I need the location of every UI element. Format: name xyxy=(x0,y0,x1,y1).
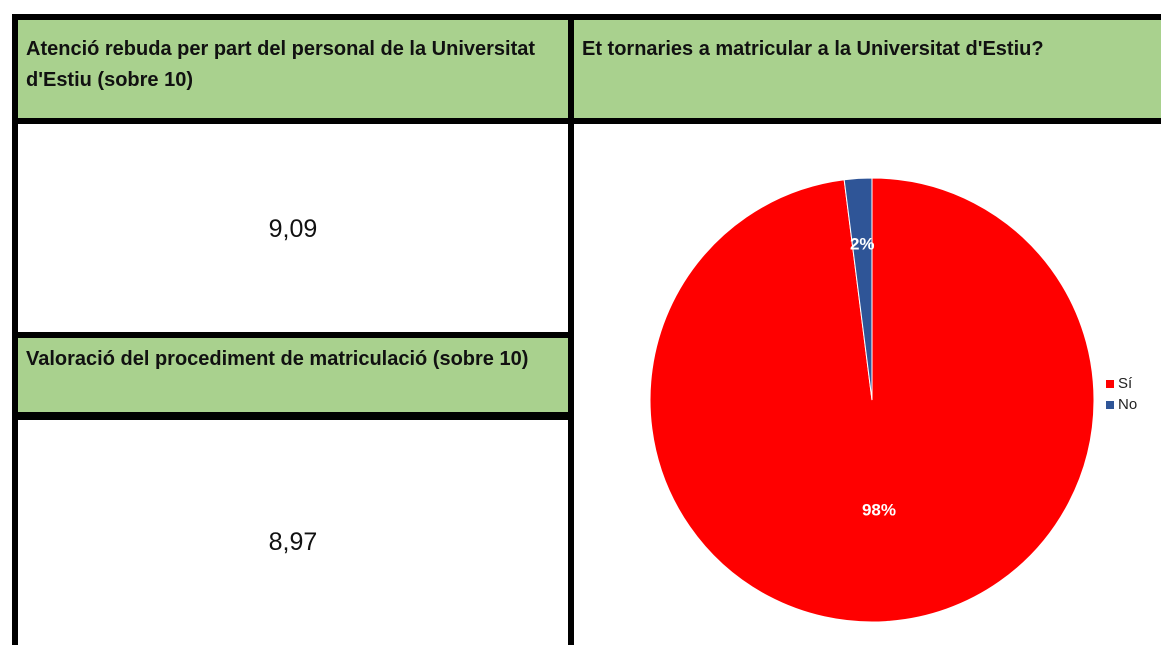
border xyxy=(12,412,574,420)
border xyxy=(12,14,1161,20)
data-label: 2% xyxy=(850,234,875,253)
border xyxy=(12,332,574,338)
data-label: 98% xyxy=(862,500,896,519)
pie-slice xyxy=(843,177,873,401)
section-value: 8,97 xyxy=(268,528,318,556)
legend-label: Sí xyxy=(1118,375,1133,392)
border xyxy=(12,14,18,645)
section-title: Valoració del procediment de matriculaci… xyxy=(18,338,568,412)
section-title: Atenció rebuda per part del personal de … xyxy=(18,20,568,118)
section-value: 9,09 xyxy=(268,215,318,243)
legend-label: No xyxy=(1118,396,1137,413)
chart-title: Et tornaries a matricular a la Universit… xyxy=(574,20,1161,118)
legend-swatch xyxy=(1106,401,1114,409)
legend-swatch xyxy=(1106,380,1114,388)
border xyxy=(12,118,1161,124)
border xyxy=(568,14,574,645)
